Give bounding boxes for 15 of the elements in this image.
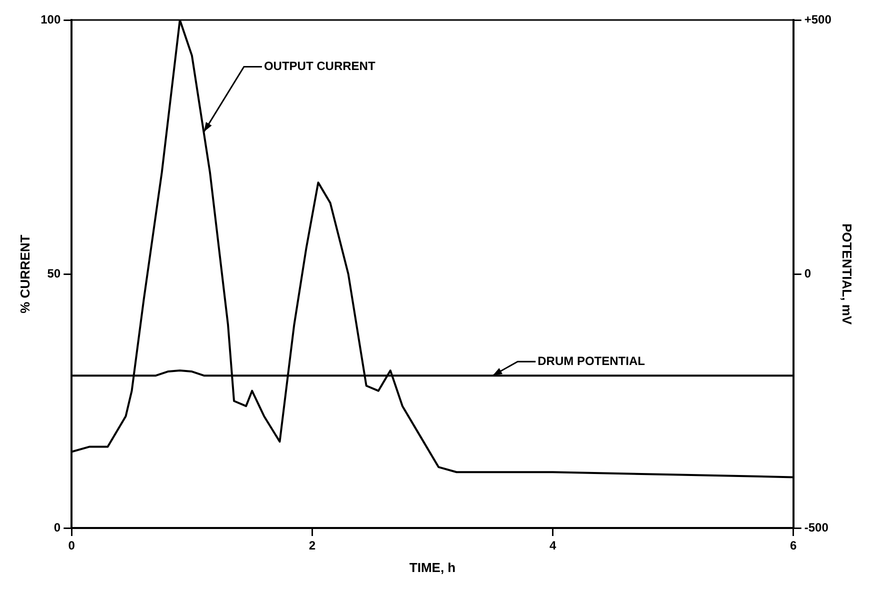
- y2-axis-title: POTENTIAL, mV: [840, 223, 855, 325]
- y-tick-label: 50: [47, 266, 61, 280]
- y-axis-title: % CURRENT: [17, 234, 32, 314]
- y2-tick-label: 0: [804, 266, 812, 280]
- x-tick-label: 2: [308, 538, 316, 553]
- y2-tick-label: +500: [804, 12, 832, 26]
- annotation: DRUM POTENTIAL: [538, 354, 645, 368]
- x-tick-label: 6: [790, 538, 798, 553]
- y2-tick-label: -500: [804, 520, 829, 534]
- annotation: OUTPUT CURRENT: [264, 59, 376, 74]
- x-tick-label: 0: [68, 538, 76, 553]
- x-axis-title: TIME, h: [409, 560, 456, 575]
- x-tick-label: 4: [549, 538, 556, 553]
- y-tick-label: 100: [40, 12, 61, 26]
- y-tick-label: 0: [54, 520, 61, 534]
